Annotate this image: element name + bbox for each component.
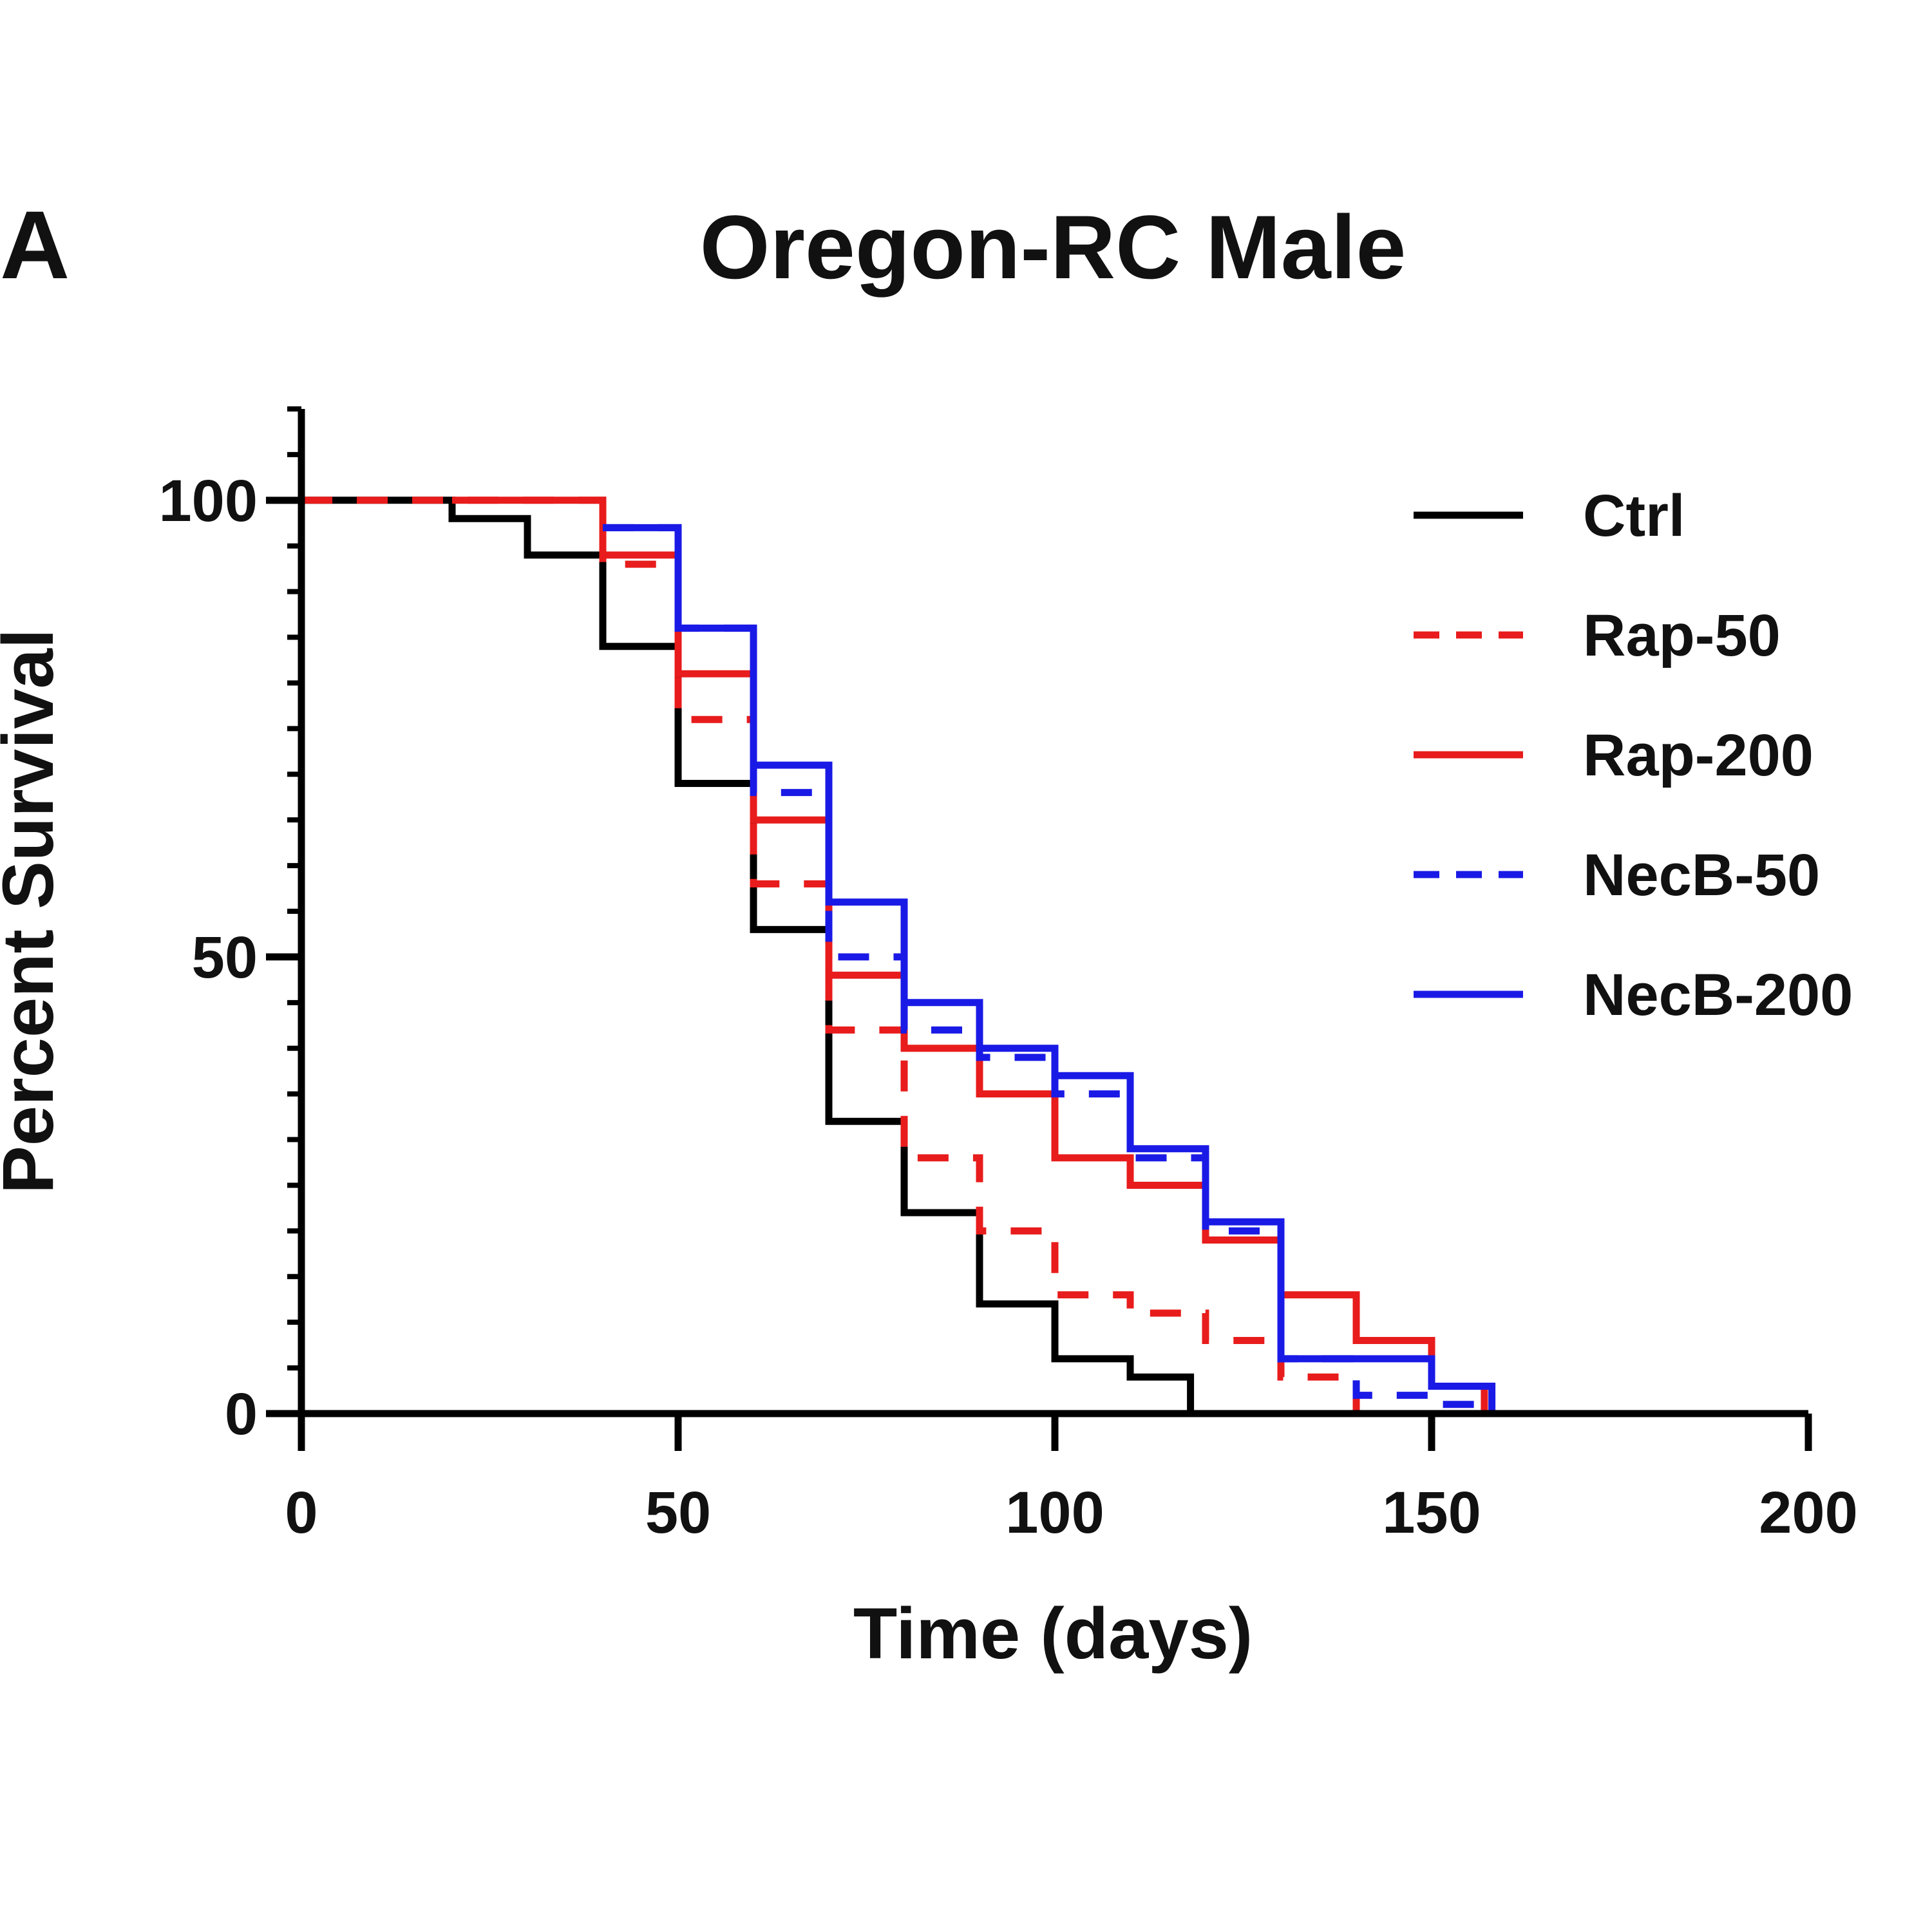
series-line-rap-50 bbox=[301, 497, 1360, 1414]
legend-label-necb-50: NecB-50 bbox=[1583, 842, 1820, 908]
series-line-necb-50 bbox=[603, 524, 1488, 1414]
series-layer bbox=[301, 497, 1496, 1414]
x-tick-label: 50 bbox=[645, 1480, 711, 1546]
panel-label: A bbox=[0, 191, 70, 299]
y-axis-label: Percent Survival bbox=[0, 629, 68, 1194]
series-line-necb-200 bbox=[603, 524, 1496, 1414]
x-tick-label: 200 bbox=[1759, 1480, 1858, 1546]
legend-label-rap-50: Rap-50 bbox=[1583, 603, 1781, 668]
x-tick-label: 150 bbox=[1382, 1480, 1481, 1546]
x-tick-label: 100 bbox=[1005, 1480, 1104, 1546]
legend-label-rap-200: Rap-200 bbox=[1583, 723, 1814, 788]
y-tick-label: 50 bbox=[192, 925, 258, 990]
y-tick-label: 0 bbox=[225, 1381, 258, 1447]
y-tick-label: 100 bbox=[159, 468, 258, 534]
legend-label-necb-200: NecB-200 bbox=[1583, 962, 1853, 1028]
legend-label-ctrl: Ctrl bbox=[1583, 483, 1685, 549]
legend: Ctrl Rap-50 Rap-200 NecB-50 NecB-200 bbox=[1414, 483, 1853, 1028]
x-axis-label: Time (days) bbox=[853, 1593, 1253, 1674]
chart-title: Oregon-RC Male bbox=[700, 196, 1406, 298]
axes-layer: 0 50 100 0 50 100 150 200 bbox=[159, 406, 1858, 1546]
x-tick-label: 0 bbox=[285, 1480, 317, 1546]
